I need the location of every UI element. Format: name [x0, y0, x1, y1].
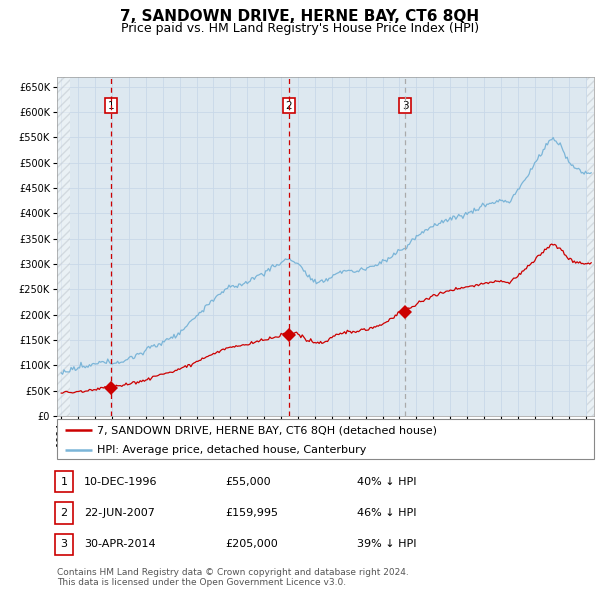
Text: 2: 2 — [286, 100, 292, 110]
Text: Contains HM Land Registry data © Crown copyright and database right 2024.
This d: Contains HM Land Registry data © Crown c… — [57, 568, 409, 587]
Text: 40% ↓ HPI: 40% ↓ HPI — [357, 477, 416, 487]
Text: 7, SANDOWN DRIVE, HERNE BAY, CT6 8QH (detached house): 7, SANDOWN DRIVE, HERNE BAY, CT6 8QH (de… — [97, 425, 437, 435]
Text: 2: 2 — [61, 508, 67, 518]
Text: Price paid vs. HM Land Registry's House Price Index (HPI): Price paid vs. HM Land Registry's House … — [121, 22, 479, 35]
Text: £205,000: £205,000 — [225, 539, 278, 549]
Text: 46% ↓ HPI: 46% ↓ HPI — [357, 508, 416, 518]
Text: 39% ↓ HPI: 39% ↓ HPI — [357, 539, 416, 549]
Text: 3: 3 — [402, 100, 409, 110]
Text: HPI: Average price, detached house, Canterbury: HPI: Average price, detached house, Cant… — [97, 445, 367, 455]
Text: 30-APR-2014: 30-APR-2014 — [84, 539, 155, 549]
Text: 1: 1 — [61, 477, 67, 487]
Text: 22-JUN-2007: 22-JUN-2007 — [84, 508, 155, 518]
Text: 7, SANDOWN DRIVE, HERNE BAY, CT6 8QH: 7, SANDOWN DRIVE, HERNE BAY, CT6 8QH — [121, 9, 479, 24]
Text: 1: 1 — [107, 100, 114, 110]
Text: 3: 3 — [61, 539, 67, 549]
Text: 10-DEC-1996: 10-DEC-1996 — [84, 477, 157, 487]
Text: £159,995: £159,995 — [225, 508, 278, 518]
Text: £55,000: £55,000 — [225, 477, 271, 487]
